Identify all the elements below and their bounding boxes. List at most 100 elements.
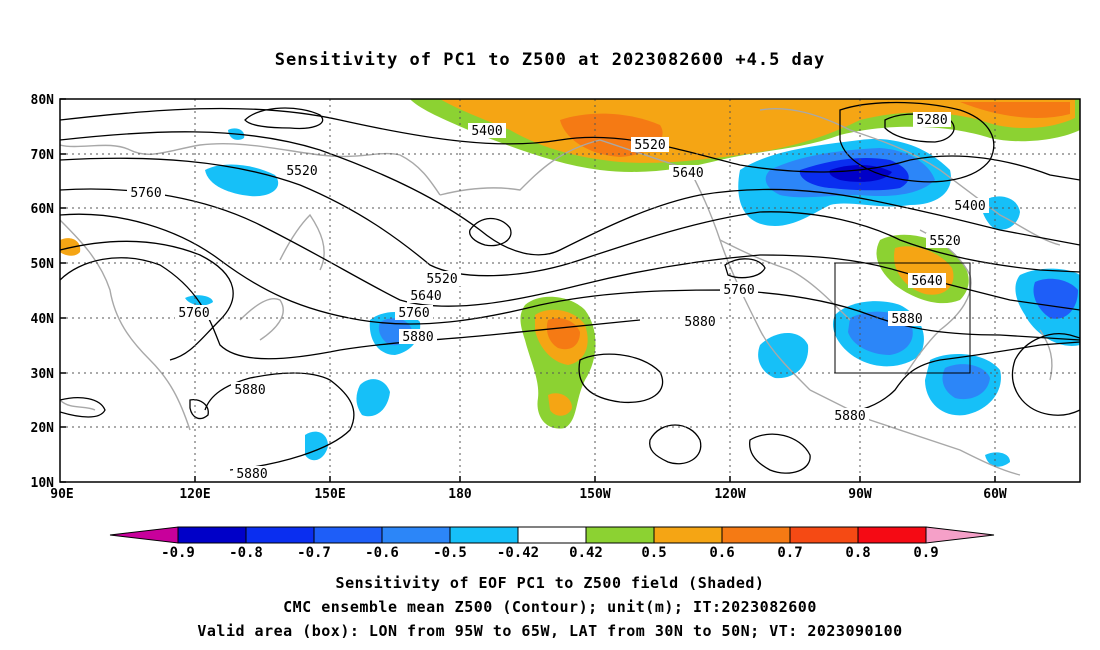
- negative-shading: [985, 452, 1010, 467]
- contour-label-bg: [175, 305, 213, 320]
- contour-label-bg: [908, 273, 946, 288]
- contour-label: 5880: [684, 315, 715, 330]
- contour-label: 5640: [911, 274, 942, 289]
- contour-labels: 5280 5400 5400 5520 5520 5520 5520 5640 5640 5640…: [127, 112, 989, 482]
- contour-label: 5520: [929, 234, 960, 249]
- contour-label: 5760: [178, 306, 209, 321]
- lon-label: 120W: [714, 487, 745, 502]
- lat-label: 50N: [31, 257, 55, 272]
- colorbar-segment: [721, 526, 791, 544]
- colorbar-max-triangle: [925, 526, 995, 544]
- contour-label-bg: [913, 112, 951, 127]
- lat-label: 80N: [31, 93, 55, 108]
- contour-label: 5400: [954, 199, 985, 214]
- map-frame: [59, 98, 1081, 483]
- colorbar-label: -0.6: [365, 545, 399, 561]
- contour-label: 5880: [834, 409, 865, 424]
- contour-label-bg: [468, 123, 506, 138]
- colorbar-segment: [653, 526, 723, 544]
- negative-shading: [185, 295, 213, 306]
- colorbar-label: -0.8: [229, 545, 263, 561]
- lon-label: 150E: [314, 487, 345, 502]
- colorbar-segment: [585, 526, 655, 544]
- colorbar-label: 0.6: [709, 545, 734, 561]
- caption-line-2: CMC ensemble mean Z500 (Contour); unit(m…: [283, 598, 817, 616]
- contour-label-bg: [283, 163, 321, 178]
- contour-label-bg: [407, 288, 445, 303]
- contour-label: 5520: [286, 164, 317, 179]
- contour-label-bg: [231, 382, 269, 397]
- lat-label: 60N: [31, 202, 55, 217]
- lat-label: 40N: [31, 312, 55, 327]
- latitude-labels: 80N 70N 60N 50N 40N 30N 20N 10N: [31, 93, 55, 491]
- lon-label: 120E: [179, 487, 210, 502]
- colorbar-label: -0.7: [297, 545, 331, 561]
- contour-label-bg: [831, 408, 869, 423]
- lon-label: 60W: [983, 487, 1007, 502]
- negative-shading: [829, 164, 892, 182]
- contour-label: 5880: [234, 383, 265, 398]
- colorbar-segment: [789, 526, 859, 544]
- lon-label: 90E: [50, 487, 73, 502]
- longitude-labels: 90E 120E 150E 180 150W 120W 90W 60W: [50, 487, 1007, 502]
- contour-label-bg: [681, 314, 719, 329]
- colorbar-label: -0.9: [161, 545, 195, 561]
- contour-label-bg: [720, 282, 758, 297]
- colorbar-segment: [313, 526, 383, 544]
- contour-label-bg: [423, 271, 461, 286]
- contour-label-bg: [926, 233, 964, 248]
- contour-label: 5640: [410, 289, 441, 304]
- colorbar-label: 0.5: [641, 545, 666, 561]
- contour-label-bg: [127, 185, 165, 200]
- lat-label: 10N: [31, 476, 55, 491]
- contour-label-bg: [233, 466, 271, 481]
- colorbar-segment: [857, 526, 927, 544]
- contour-label: 5760: [398, 306, 429, 321]
- negative-shading: [758, 332, 809, 379]
- contour-label-bg: [888, 311, 926, 326]
- contour-label-bg: [669, 165, 707, 180]
- colorbar-label: 0.8: [845, 545, 870, 561]
- lon-label: 180: [448, 487, 472, 502]
- contour-label-bg: [395, 305, 433, 320]
- colorbar-label: 0.42: [569, 545, 603, 561]
- positive-shading: [60, 238, 81, 256]
- negative-shading: [356, 379, 390, 417]
- lon-label: 90W: [848, 487, 872, 502]
- positive-shading: [546, 318, 580, 350]
- positive-shading: [548, 393, 572, 416]
- contour-label: 5880: [236, 467, 267, 482]
- contour-label-bg: [399, 329, 437, 344]
- contour-label: 5640: [672, 166, 703, 181]
- contour-label: 5760: [723, 283, 754, 298]
- valid-area-box: [834, 262, 971, 374]
- lon-label: 150W: [579, 487, 610, 502]
- z500-contours: [60, 101, 1080, 474]
- colorbar-label: 0.7: [777, 545, 802, 561]
- contour-label-bg: [631, 137, 669, 152]
- contour-label: 5760: [130, 186, 161, 201]
- caption-line-3: Valid area (box): LON from 95W to 65W, L…: [197, 622, 903, 640]
- contour-label: 5880: [402, 330, 433, 345]
- contour-label-bg: [951, 198, 989, 213]
- colorbar-label: -0.42: [497, 545, 539, 561]
- contour-label: 5400: [471, 124, 502, 139]
- lat-label: 70N: [31, 148, 55, 163]
- lat-label: 30N: [31, 367, 55, 382]
- map-title: Sensitivity of PC1 to Z500 at 2023082600…: [274, 50, 826, 70]
- colorbar: -0.9 -0.8 -0.7 -0.6 -0.5 -0.42 0.42 0.5 0.6 0.7 0.…: [109, 526, 995, 561]
- positive-shading: [960, 102, 1070, 118]
- contour-label: 5520: [426, 272, 457, 287]
- colorbar-segment: [449, 526, 519, 544]
- colorbar-min-triangle: [109, 526, 179, 544]
- colorbar-label: -0.5: [433, 545, 467, 561]
- colorbar-label: 0.9: [913, 545, 938, 561]
- tick-marks: [60, 98, 996, 483]
- colorbar-segment: [517, 526, 587, 544]
- contour-label: 5520: [634, 138, 665, 153]
- colorbar-segment: [245, 526, 315, 544]
- contour-label: 5280: [916, 113, 947, 128]
- coastlines: [60, 108, 1061, 476]
- colorbar-segment: [177, 526, 247, 544]
